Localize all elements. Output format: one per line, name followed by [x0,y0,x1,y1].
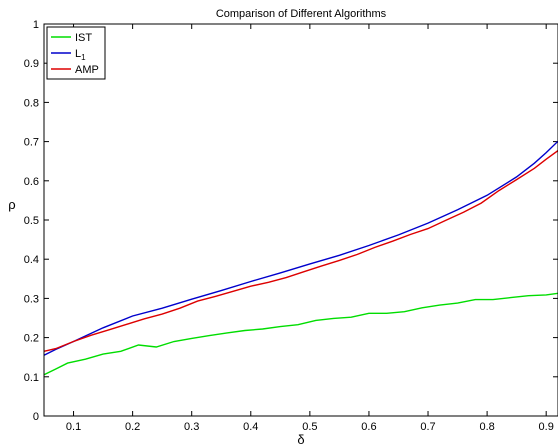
x-tick-label: 0.9 [539,421,554,433]
series-line-ist [43,292,558,376]
x-tick-label: 0.7 [420,421,435,433]
legend-box [46,26,106,80]
y-tick-label: 0.9 [24,58,39,70]
legend-label-ist: IST [75,32,92,44]
y-tick-label: 0.4 [24,254,39,266]
y-tick-label: 0.6 [24,176,39,188]
y-tick-label: 1 [33,19,39,31]
chart-title: Comparison of Different Algorithms [216,8,387,20]
plot-area [43,23,558,417]
y-tick-label: 0.2 [24,333,39,345]
series-line-amp [43,150,558,352]
y-tick-label: 0.1 [24,372,39,384]
x-tick-label: 0.3 [184,421,199,433]
x-tick-label: 0.8 [479,421,494,433]
legend: IST L1 AMP [46,26,106,80]
y-tick-label: 0 [33,411,39,423]
y-tick-label: 0.8 [24,97,39,109]
legend-label-l1: L1 [75,48,86,62]
y-tick-label: 0.5 [24,215,39,227]
y-tick-label: 0.3 [24,293,39,305]
x-axis-label: δ [297,432,304,447]
x-tick-label: 0.1 [66,421,81,433]
x-tick-label: 0.4 [243,421,258,433]
y-tick-label: 0.7 [24,137,39,149]
x-tick-label: 0.6 [361,421,376,433]
series-line-l1 [43,140,558,356]
y-axis-label: ρ [8,197,15,212]
legend-label-amp: AMP [75,64,99,76]
x-tick-label: 0.2 [125,421,140,433]
x-tick-label: 0.5 [302,421,317,433]
